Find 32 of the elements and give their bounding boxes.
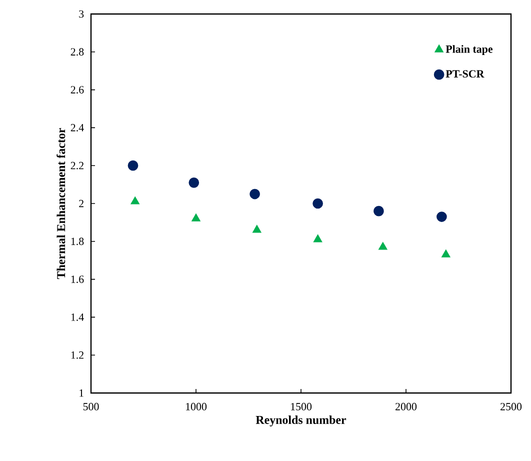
x-axis-title: Reynolds number [256, 416, 346, 426]
y-tick-label: 3 [79, 10, 84, 18]
x-tick-label: 500 [83, 402, 99, 410]
legend-label: PT-SCR [446, 70, 484, 78]
legend-label: Plain tape [446, 45, 493, 56]
y-tick-label: 1.4 [71, 314, 84, 321]
point [192, 214, 200, 222]
point [250, 188, 260, 200]
y-tick-label: 2 [79, 200, 84, 208]
point [130, 196, 140, 204]
x-tick-label: 1500 [291, 402, 312, 410]
point [128, 160, 138, 171]
point [378, 242, 388, 250]
point [314, 234, 322, 242]
y-axis-title: Thermal Enhancement factor [56, 128, 66, 280]
y-tick-label: 1.2 [71, 351, 84, 359]
y-tick-label: 2.4 [70, 124, 84, 132]
point [374, 206, 384, 216]
point [442, 250, 450, 258]
point [436, 212, 447, 222]
point [312, 198, 323, 209]
x-tick-label: 2500 [500, 402, 522, 410]
y-tick-label: 1.8 [71, 238, 84, 246]
y-tick-label: 2.2 [70, 162, 84, 170]
y-tick-label: 1 [80, 389, 84, 397]
y-tick-label: 1.6 [71, 276, 84, 284]
point [188, 177, 200, 188]
point [252, 225, 262, 233]
x-tick-label: 2000 [396, 402, 417, 410]
y-tick-label: 2.8 [70, 48, 84, 56]
y-tick-label: 2.6 [70, 86, 84, 94]
x-tick-label: 1000 [186, 402, 207, 410]
